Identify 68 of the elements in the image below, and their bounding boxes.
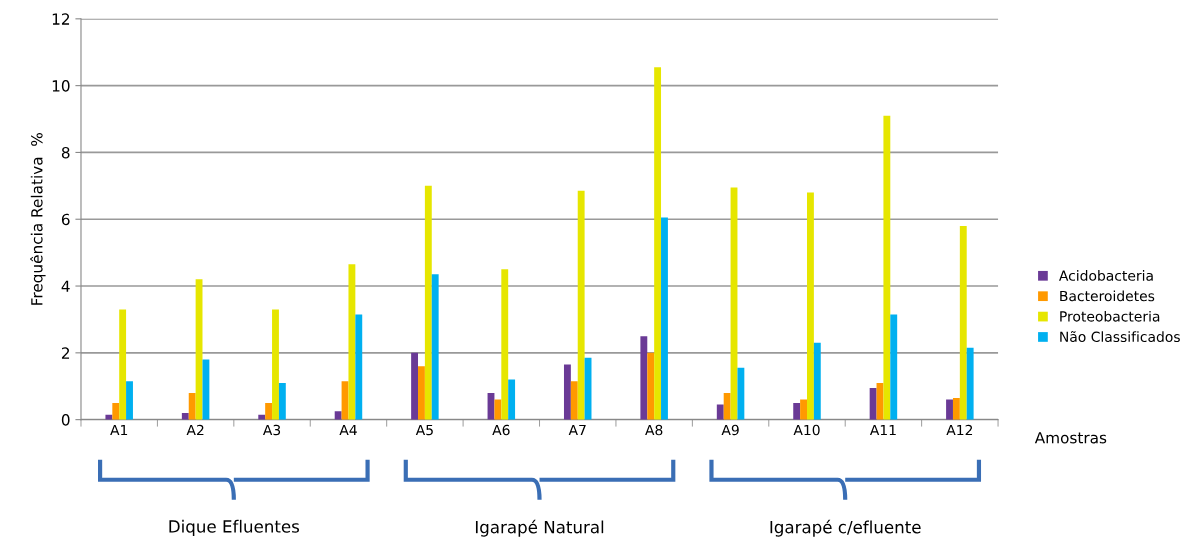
y-axis-title: Frequência Relativa % <box>30 133 46 305</box>
bar <box>334 411 342 420</box>
x-tick-label: A7 <box>568 424 586 436</box>
x-tick-label: A2 <box>186 424 204 436</box>
bar <box>501 269 509 420</box>
bar <box>424 185 432 420</box>
bar <box>654 67 662 420</box>
bar <box>418 366 425 420</box>
legend-label: Proteobacteria <box>1060 310 1160 322</box>
bar <box>508 379 516 420</box>
y-tick-label: 4 <box>61 280 70 292</box>
x-tick-label: A1 <box>110 424 128 436</box>
legend-label: Bacteroidetes <box>1060 290 1155 302</box>
bar <box>188 392 196 420</box>
y-tick-label: 12 <box>52 13 70 25</box>
bar <box>348 264 356 420</box>
bar <box>800 399 807 420</box>
bar <box>959 225 967 420</box>
y-tick-label: 8 <box>61 146 70 159</box>
bar <box>355 314 363 420</box>
bar <box>411 352 419 420</box>
bar <box>112 402 120 420</box>
bar <box>265 402 273 420</box>
y-tick-label: 6 <box>61 213 70 226</box>
bar <box>563 364 571 420</box>
x-tick-label: A5 <box>415 424 433 436</box>
x-axis-title: Amostras <box>1034 432 1107 444</box>
y-tick-label: 10 <box>52 80 70 92</box>
x-tick-label: A4 <box>339 424 357 436</box>
bar <box>119 309 127 420</box>
legend-label: Acidobacteria <box>1059 270 1153 281</box>
bar <box>202 359 210 420</box>
x-tick-label: A9 <box>721 424 739 436</box>
text: Igarapé c/efluente <box>770 519 921 537</box>
text: Igarapé Natural <box>475 519 604 537</box>
bar <box>431 274 439 420</box>
bar <box>577 190 585 420</box>
bar <box>813 342 821 420</box>
x-tick-label: A6 <box>492 424 510 436</box>
bar <box>869 387 877 420</box>
bar <box>890 314 898 420</box>
bar <box>647 352 655 420</box>
bar <box>723 392 731 420</box>
bar <box>570 381 578 420</box>
y-tick-label: 0 <box>61 414 70 426</box>
bar <box>640 336 648 420</box>
bar <box>716 404 724 420</box>
x-tick-label: A8 <box>645 424 663 436</box>
bar <box>883 115 891 420</box>
x-tick-label: A11 <box>869 424 896 436</box>
bar <box>966 347 974 420</box>
x-tick-label: A10 <box>793 424 820 436</box>
bar <box>126 381 133 420</box>
bar <box>181 412 189 420</box>
x-tick-label: A3 <box>262 424 281 436</box>
x-tick-label: A12 <box>946 424 973 436</box>
text: Dique Efluentes <box>169 519 300 536</box>
legend-label: Não Classificados <box>1060 331 1180 343</box>
bar <box>494 399 502 420</box>
bar <box>807 192 814 420</box>
bar <box>952 397 960 420</box>
bar <box>737 367 745 420</box>
bar <box>272 309 279 420</box>
bar <box>793 402 801 420</box>
bar <box>661 217 668 420</box>
bar <box>278 382 286 420</box>
bar <box>946 399 953 420</box>
y-tick-label: 2 <box>61 347 70 359</box>
